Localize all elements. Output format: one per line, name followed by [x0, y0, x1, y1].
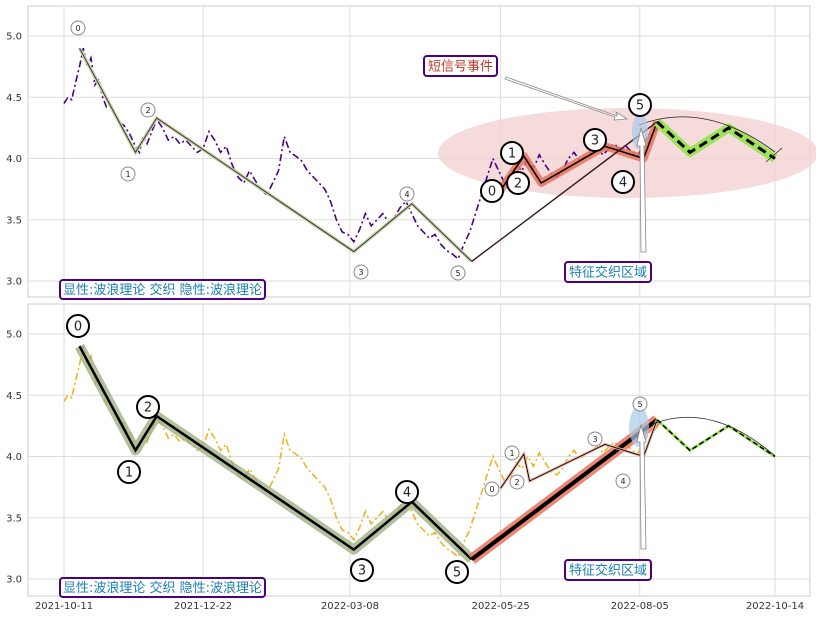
forecast-line-top: [656, 120, 776, 160]
wave-label-top-minor-2-circle: [506, 171, 530, 195]
wave-label-top-major-2-circle: [140, 102, 156, 118]
wave-label-top-minor-4-circle: [611, 170, 635, 194]
wave-label-top-minor-4: 4: [619, 176, 627, 191]
wave-label-bottom-major-3-circle: [350, 558, 374, 582]
wave-label-bottom-major-2: 2: [144, 401, 152, 416]
y-tick-label: 4.5: [6, 93, 22, 104]
x-tick-label: 2022-08-05: [611, 601, 669, 612]
price-line-bottom: [63, 346, 662, 559]
wave-label-top-major-4: 4: [404, 190, 409, 199]
wave-label-bottom-major-1: 1: [125, 466, 133, 481]
feature-zone-label-bottom: 特征交织区域: [569, 563, 647, 579]
wave-label-bottom-major-2-circle: [136, 395, 160, 419]
theory-label-bottom: 显性:波浪理论 交织 隐性:波浪理论: [63, 580, 262, 596]
wave-label-bottom-major-3: 3: [358, 564, 366, 579]
wave-line-bottom: [78, 345, 473, 561]
wave-label-bottom-minor-4-circle: [615, 473, 631, 489]
wave-label-bottom-major-0-circle: [66, 314, 90, 338]
theory-label-top-box: [59, 279, 266, 300]
wave-label-top-minor-1-circle: [500, 141, 524, 165]
y-tick-label: 4.5: [6, 391, 22, 402]
wave-label-bottom-major-5: 5: [453, 566, 461, 581]
y-tick-label: 5.0: [6, 32, 22, 43]
wave-label-top-minor-0-circle: [480, 179, 504, 203]
x-tick-label: 2022-03-08: [321, 601, 379, 612]
wave-label-bottom-minor-2-circle: [509, 474, 525, 490]
arc-tick: [765, 147, 783, 163]
wave-label-bottom-minor-4: 4: [620, 477, 625, 486]
wave-label-top-minor-5: 5: [636, 99, 644, 114]
wave-label-bottom-minor-3-circle: [587, 431, 603, 447]
y-tick-label: 4.0: [6, 452, 22, 463]
x-tick-label: 2021-12-22: [174, 601, 232, 612]
zone-arrow-top: [636, 127, 647, 253]
y-tick-label: 3.0: [6, 277, 22, 288]
wave-label-top-major-5: 5: [455, 269, 460, 278]
wave-label-bottom-minor-2: 2: [514, 478, 519, 487]
wave-label-bottom-minor-1: 1: [509, 449, 514, 458]
forecast-arc-top: [638, 116, 776, 153]
feature-zone-label-bottom-box: [564, 559, 652, 581]
wave-label-bottom-major-0: 0: [74, 320, 82, 335]
wave-label-bottom-minor-5: 5: [637, 400, 642, 409]
forecast-line-bottom: [656, 419, 776, 458]
panel-frame-1: [27, 303, 811, 597]
wave-label-top-major-5-circle: [450, 265, 466, 281]
wave-label-bottom-major-5-circle: [445, 560, 469, 584]
feature-zone-label-top: 特征交织区域: [569, 265, 647, 281]
y-tick-label: 3.5: [6, 513, 22, 524]
wave-label-top-major-2: 2: [145, 106, 150, 115]
y-tick-label: 3.5: [6, 215, 22, 226]
wave-label-top-minor-0: 0: [488, 185, 496, 200]
short-signal-label-box: [423, 55, 498, 77]
x-tick-label: 2022-10-14: [746, 601, 804, 612]
wave-label-top-major-0-circle: [70, 20, 86, 36]
wave-label-bottom-minor-3: 3: [592, 435, 597, 444]
wave-label-top-minor-2: 2: [514, 177, 522, 192]
theory-label-bottom-box: [59, 577, 266, 598]
wave-label-bottom-major-1-circle: [117, 460, 141, 484]
forecast-arc-bottom: [639, 416, 776, 457]
wave-label-top-major-3-circle: [353, 264, 369, 280]
x-tick-label: 2022-05-25: [472, 601, 530, 612]
wave-label-bottom-major-4: 4: [403, 486, 411, 501]
wave-label-top-minor-3: 3: [591, 134, 599, 149]
subwave-line-bottom: [500, 419, 658, 489]
wave-label-top-minor-5-circle: [628, 93, 652, 117]
y-tick-label: 5.0: [6, 330, 22, 341]
wave-label-bottom-major-4-circle: [395, 480, 419, 504]
feature-zone-label-top-box: [564, 261, 652, 283]
x-tick-label: 2021-10-11: [35, 601, 93, 612]
wave-label-bottom-minor-5-circle: [632, 396, 648, 412]
theory-label-top: 显性:波浪理论 交织 隐性:波浪理论: [63, 282, 262, 298]
impulse-line-top: [471, 121, 658, 262]
wave-label-top-minor-3-circle: [583, 128, 607, 152]
wave-line-top: [79, 47, 473, 262]
wave-label-top-major-1: 1: [125, 170, 130, 179]
wave-label-top-major-0: 0: [75, 24, 80, 33]
wave-label-top-major-4-circle: [399, 186, 415, 202]
short-signal-label: 短信号事件: [428, 60, 493, 75]
wave-label-bottom-minor-0: 0: [489, 485, 494, 494]
y-tick-label: 3.0: [6, 575, 22, 586]
wave-label-bottom-minor-0-circle: [484, 481, 500, 497]
zone-arrow-bottom: [636, 423, 647, 550]
wave-label-bottom-minor-1-circle: [504, 445, 520, 461]
impulse-line-bottom: [470, 418, 659, 561]
wave-label-top-major-1-circle: [120, 166, 136, 182]
wave-label-top-minor-1: 1: [508, 147, 516, 162]
y-tick-label: 4.0: [6, 154, 22, 165]
wave-label-top-major-3: 3: [358, 268, 363, 277]
signal-arrow: [504, 76, 629, 121]
